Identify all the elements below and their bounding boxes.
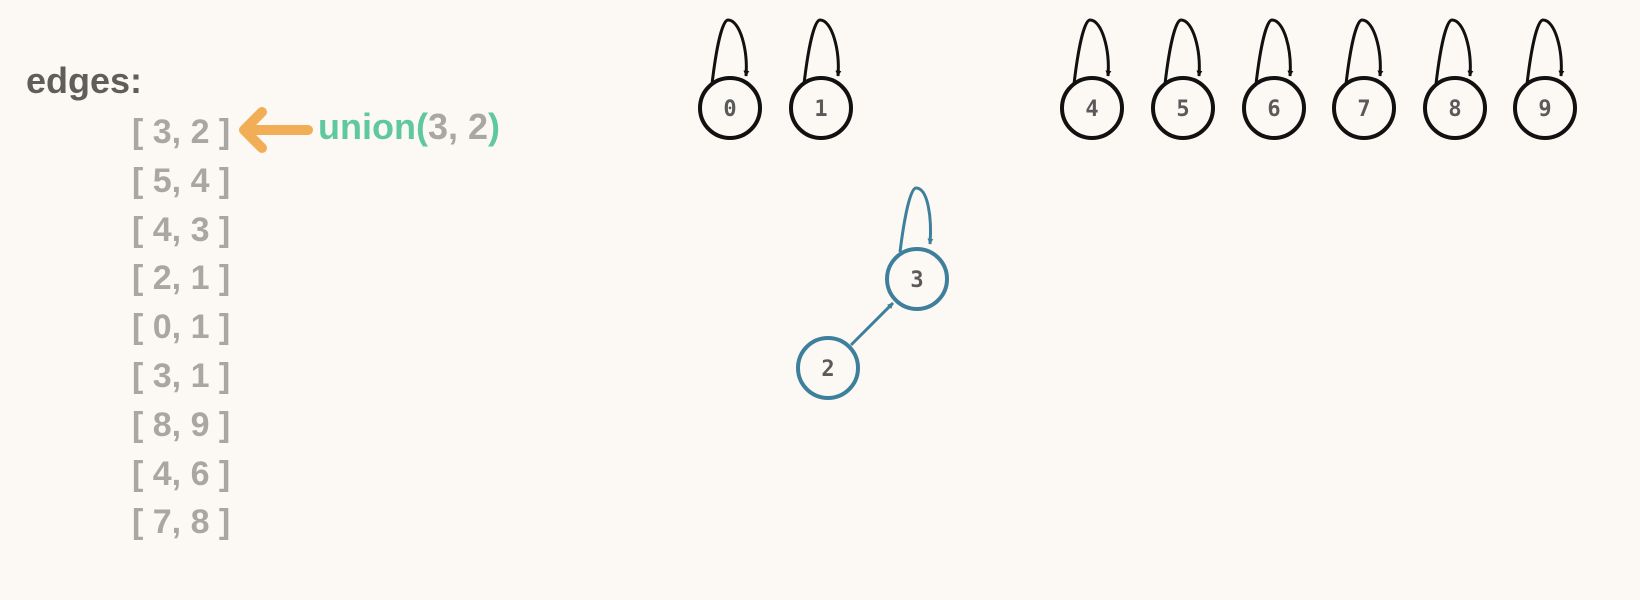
parent-edge-arrow (849, 301, 895, 347)
edge-item: [ 8, 9 ] (132, 405, 231, 444)
operation-args: 3, 2 (427, 106, 489, 147)
graph-node-active: 2 (796, 336, 860, 400)
self-loop-arrow (1072, 18, 1112, 85)
edge-item: [ 3, 2 ] (132, 113, 231, 151)
edge-item: [ 4, 6 ] (132, 454, 231, 493)
graph-node: 7 (1332, 76, 1396, 140)
svg-text:8: 8 (1448, 97, 1461, 122)
edge-item: [ 3, 1 ] (132, 356, 231, 395)
self-loop-arrow (898, 186, 934, 253)
self-loop-arrow (1525, 18, 1565, 85)
svg-text:5: 5 (1176, 97, 1189, 122)
svg-text:1: 1 (814, 97, 827, 122)
edge-item: [ 0, 1 ] (132, 308, 231, 347)
edge-item: [ 2, 1 ] (132, 259, 231, 298)
edge-item: [ 7, 8 ] (132, 503, 231, 542)
svg-text:7: 7 (1357, 97, 1370, 122)
svg-text:9: 9 (1538, 97, 1551, 122)
graph-node: 9 (1513, 76, 1577, 140)
svg-text:0: 0 (723, 97, 736, 122)
graph-node: 1 (789, 76, 853, 140)
graph-node: 6 (1242, 76, 1306, 140)
self-loop-arrow (1163, 18, 1203, 85)
svg-text:4: 4 (1085, 97, 1098, 122)
svg-text:3: 3 (910, 268, 923, 293)
edge-item: [ 5, 4 ] (132, 161, 231, 200)
graph-node: 0 (698, 76, 762, 140)
self-loop-arrow (1434, 18, 1474, 85)
svg-text:2: 2 (821, 357, 834, 382)
self-loop-arrow (802, 18, 842, 85)
self-loop-arrow (1254, 18, 1294, 85)
graph-node: 8 (1423, 76, 1487, 140)
self-loop-arrow (710, 18, 750, 85)
edges-title: edges: (26, 60, 143, 101)
graph-node-active: 3 (885, 247, 949, 311)
graph-node: 5 (1151, 76, 1215, 140)
edge-list: [ 3, 2 ] [ 5, 4 ] [ 4, 3 ] [ 2, 1 ] [ 0,… (132, 108, 230, 547)
graph-node: 4 (1060, 76, 1124, 140)
left-arrow-icon (239, 107, 313, 153)
operation-name: union (318, 106, 416, 147)
edge-item: [ 4, 3 ] (132, 210, 231, 249)
operation-label: union(3, 2) (318, 106, 501, 147)
svg-text:6: 6 (1267, 97, 1280, 122)
self-loop-arrow (1344, 18, 1384, 85)
